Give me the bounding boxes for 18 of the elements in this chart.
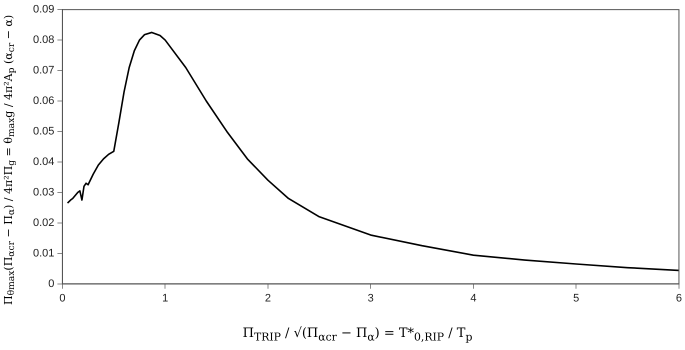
text: Π$_{TRIP}$ / √(Π$_{αcr}$ − Π$_{α}$) = T*$_{0,RIP}$ / T$_{p}$ [242, 326, 472, 344]
x-tick-label: 3 [368, 292, 374, 304]
y-tick-label: 0.06 [32, 95, 54, 108]
y-tick-label: 0 [48, 278, 54, 290]
y-tick-label: 0.08 [32, 34, 54, 46]
x-tick-label: 6 [676, 292, 682, 304]
x-tick-label: 1 [162, 292, 168, 304]
y-tick-label: 0.01 [32, 247, 54, 260]
x-tick-label: 4 [470, 292, 476, 304]
x-tick-label: 2 [264, 292, 271, 304]
x-tick-label: 0 [59, 292, 66, 304]
y-tick-label: 0.03 [32, 186, 54, 198]
x-tick-label: 5 [573, 292, 580, 304]
y-tick-label: 0.02 [32, 216, 54, 229]
y-tick-label: 0.05 [32, 126, 54, 138]
y-tick-label: 0.09 [32, 4, 54, 16]
y-tick-label: 0.04 [32, 156, 54, 168]
y-tick-label: 0.07 [32, 64, 54, 77]
